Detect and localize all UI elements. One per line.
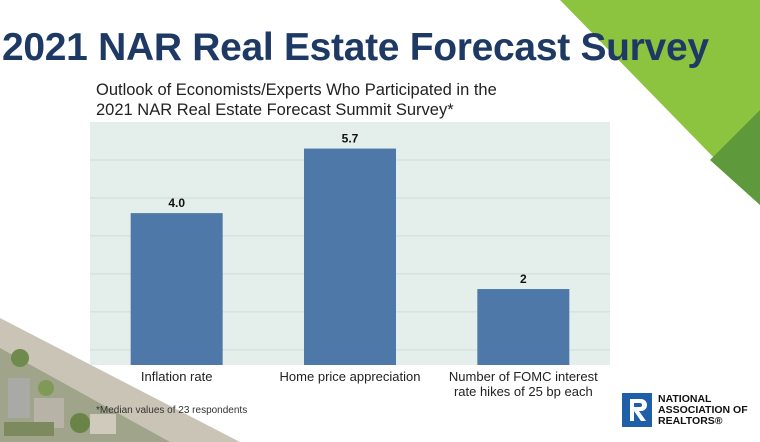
corner-light-triangle xyxy=(560,0,760,205)
value-label: 5.7 xyxy=(342,132,359,146)
bar-chart: 4.0 5.7 2 Inflation rate Home price appreci… xyxy=(90,122,610,399)
subtitle-line-1: Outlook of Economists/Experts Who Partic… xyxy=(96,81,497,99)
bar xyxy=(130,213,223,365)
logo-line-3: REALTORS® xyxy=(658,414,723,427)
chart-subtitle: Outlook of Economists/Experts Who Partic… xyxy=(96,80,497,120)
category-label: Inflation rate xyxy=(141,369,213,384)
value-label: 2 xyxy=(520,272,527,286)
category-labels: Inflation rate Home price appreciation Num… xyxy=(141,369,598,399)
category-label: Home price appreciation xyxy=(280,369,421,384)
category-label: rate hikes of 25 bp each xyxy=(454,384,593,399)
logo-line-1: NATIONAL xyxy=(658,392,712,405)
bar xyxy=(304,148,396,365)
realtor-r-icon xyxy=(622,393,652,427)
corner-decoration xyxy=(560,0,760,205)
bars xyxy=(130,148,570,365)
corner-dark-triangle xyxy=(710,110,760,205)
value-label: 4.0 xyxy=(168,196,185,210)
value-labels: 4.0 5.7 2 xyxy=(168,132,527,286)
city-photo-decoration xyxy=(0,318,240,442)
footnote: *Median values of 23 respondents xyxy=(96,405,248,416)
nar-logo: NATIONAL ASSOCIATION OF REALTORS® xyxy=(622,393,748,427)
category-label: Number of FOMC interest xyxy=(449,369,598,384)
logo-line-2: ASSOCIATION OF xyxy=(658,403,748,416)
bar xyxy=(477,289,570,365)
subtitle-line-2: 2021 NAR Real Estate Forecast Summit Sur… xyxy=(96,101,454,119)
logo-wordmark: NATIONAL ASSOCIATION OF REALTORS® xyxy=(658,392,748,427)
slide-title: 2021 NAR Real Estate Forecast Survey xyxy=(2,26,709,69)
